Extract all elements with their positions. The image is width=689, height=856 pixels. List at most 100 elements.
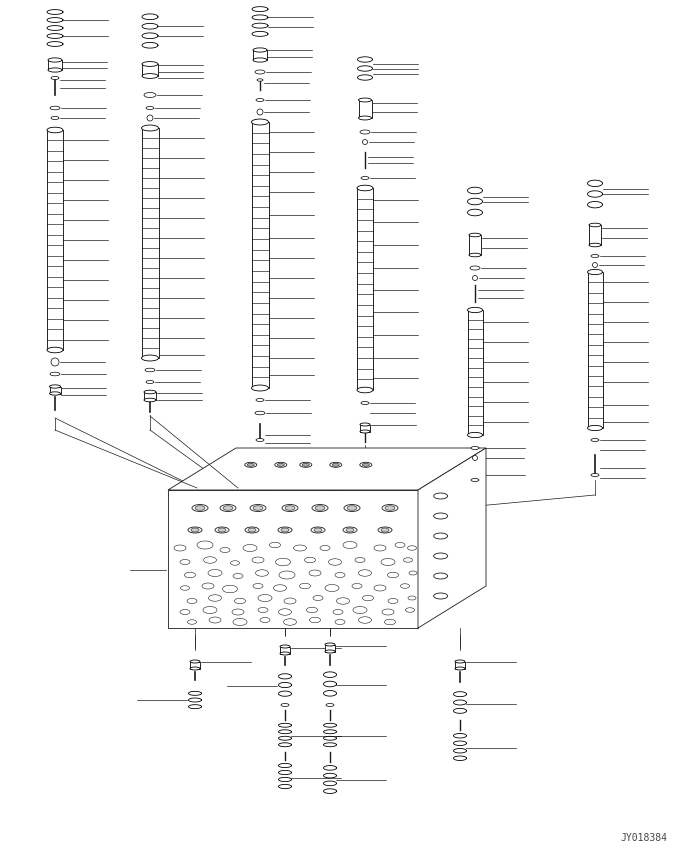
Ellipse shape	[50, 392, 61, 395]
Ellipse shape	[142, 74, 158, 79]
Ellipse shape	[253, 48, 267, 52]
Ellipse shape	[325, 643, 335, 646]
Circle shape	[257, 109, 263, 115]
Ellipse shape	[588, 425, 602, 431]
Polygon shape	[168, 448, 486, 490]
Bar	[253, 50, 267, 60]
Polygon shape	[418, 448, 486, 628]
Bar	[455, 662, 465, 669]
Ellipse shape	[468, 432, 482, 437]
Ellipse shape	[191, 528, 199, 532]
Ellipse shape	[47, 128, 63, 133]
Bar	[190, 662, 200, 669]
Ellipse shape	[255, 70, 265, 74]
Ellipse shape	[253, 58, 267, 62]
Circle shape	[593, 263, 597, 268]
Ellipse shape	[195, 506, 205, 510]
Ellipse shape	[312, 504, 328, 512]
Ellipse shape	[250, 504, 266, 512]
Ellipse shape	[347, 506, 357, 510]
Ellipse shape	[381, 528, 389, 532]
Ellipse shape	[332, 463, 339, 467]
Polygon shape	[168, 490, 418, 628]
Ellipse shape	[315, 506, 325, 510]
Ellipse shape	[455, 667, 465, 670]
Ellipse shape	[145, 368, 155, 372]
Ellipse shape	[280, 645, 290, 648]
Ellipse shape	[357, 185, 373, 191]
Ellipse shape	[433, 553, 448, 559]
Bar	[358, 100, 371, 118]
Ellipse shape	[469, 233, 481, 237]
Ellipse shape	[358, 116, 371, 120]
Ellipse shape	[433, 513, 448, 519]
Ellipse shape	[257, 79, 263, 81]
Ellipse shape	[433, 533, 448, 539]
Ellipse shape	[382, 504, 398, 512]
Ellipse shape	[433, 593, 448, 599]
Ellipse shape	[360, 130, 370, 134]
Text: JY018384: JY018384	[620, 833, 667, 843]
Ellipse shape	[468, 307, 482, 312]
Bar	[360, 425, 370, 431]
Ellipse shape	[591, 254, 599, 258]
Ellipse shape	[346, 528, 354, 532]
Ellipse shape	[144, 92, 156, 98]
Bar	[357, 188, 373, 390]
Ellipse shape	[256, 438, 264, 442]
Ellipse shape	[50, 372, 60, 376]
Ellipse shape	[50, 385, 61, 388]
Ellipse shape	[247, 463, 254, 467]
Ellipse shape	[141, 355, 158, 361]
Bar	[469, 235, 481, 255]
Ellipse shape	[256, 399, 264, 401]
Ellipse shape	[311, 527, 325, 533]
Ellipse shape	[223, 506, 233, 510]
Bar	[325, 645, 335, 651]
Bar	[251, 122, 269, 388]
Ellipse shape	[255, 411, 265, 415]
Ellipse shape	[433, 493, 448, 499]
Ellipse shape	[218, 528, 226, 532]
Ellipse shape	[220, 504, 236, 512]
Ellipse shape	[190, 667, 200, 670]
Ellipse shape	[48, 68, 62, 72]
Ellipse shape	[190, 660, 200, 663]
Ellipse shape	[256, 98, 264, 102]
Ellipse shape	[275, 462, 287, 467]
Bar	[141, 128, 158, 358]
Ellipse shape	[589, 243, 601, 247]
Ellipse shape	[245, 462, 257, 467]
Ellipse shape	[361, 176, 369, 180]
Ellipse shape	[51, 76, 59, 80]
Ellipse shape	[470, 266, 480, 270]
Ellipse shape	[471, 447, 479, 449]
Bar	[48, 60, 62, 70]
Ellipse shape	[469, 253, 481, 257]
Circle shape	[147, 115, 153, 121]
Ellipse shape	[455, 660, 465, 663]
Ellipse shape	[192, 504, 208, 512]
Circle shape	[362, 140, 367, 145]
Ellipse shape	[591, 438, 599, 442]
Ellipse shape	[188, 527, 202, 533]
Ellipse shape	[385, 506, 395, 510]
Ellipse shape	[314, 528, 322, 532]
Ellipse shape	[144, 398, 156, 401]
Ellipse shape	[245, 527, 259, 533]
Ellipse shape	[360, 462, 372, 467]
Circle shape	[473, 455, 477, 461]
Ellipse shape	[357, 387, 373, 393]
Circle shape	[473, 276, 477, 281]
Ellipse shape	[146, 381, 154, 383]
Ellipse shape	[358, 98, 371, 102]
Ellipse shape	[251, 119, 269, 125]
Ellipse shape	[47, 348, 63, 353]
Ellipse shape	[343, 527, 357, 533]
Bar	[142, 64, 158, 76]
Ellipse shape	[141, 125, 158, 131]
Ellipse shape	[51, 116, 59, 120]
Ellipse shape	[282, 504, 298, 512]
Ellipse shape	[330, 462, 342, 467]
Ellipse shape	[361, 401, 369, 405]
